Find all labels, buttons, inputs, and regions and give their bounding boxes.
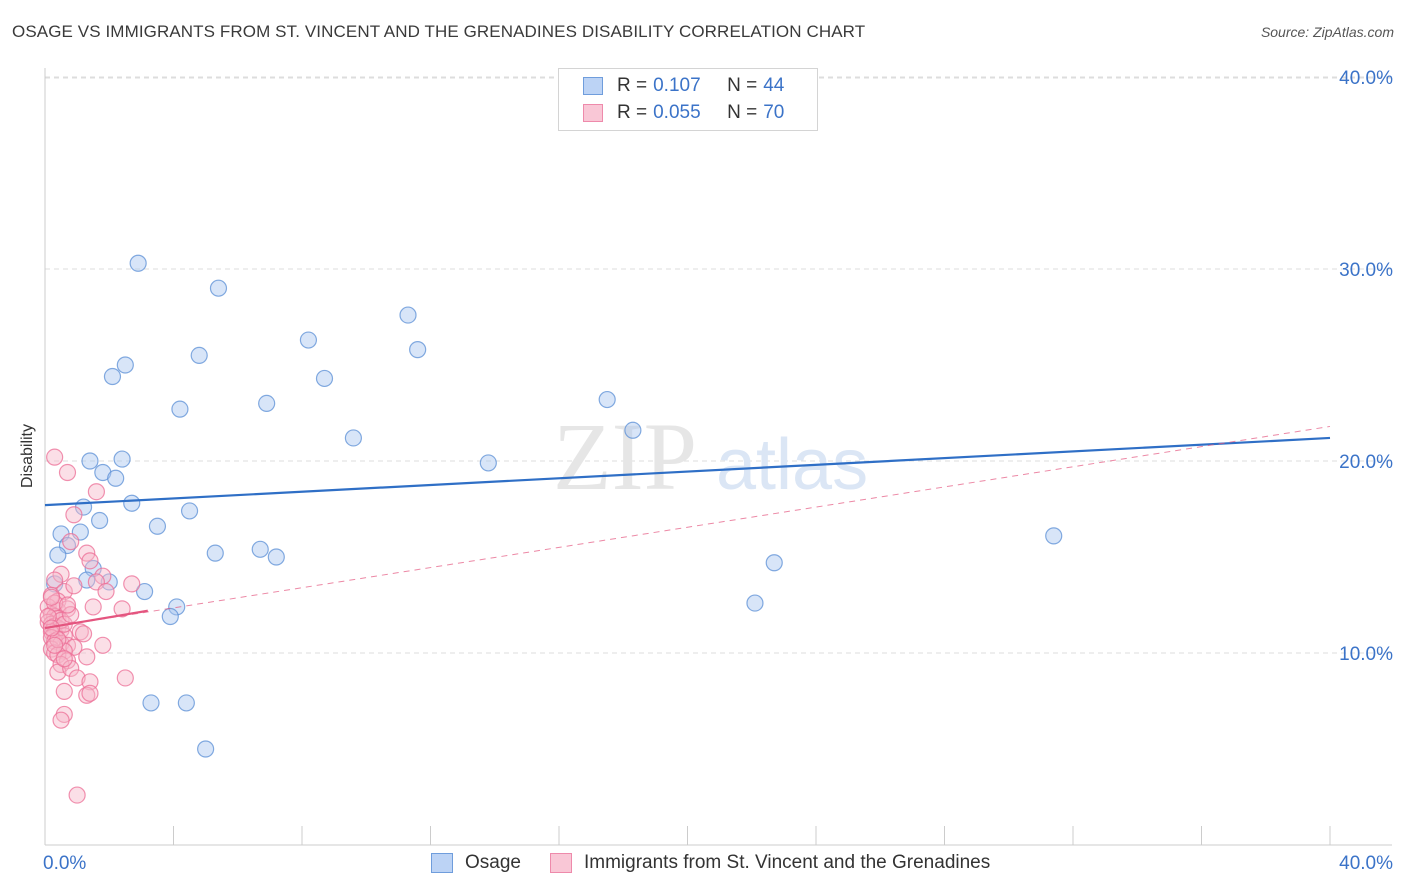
- osage-point: [124, 495, 140, 511]
- osage-point: [316, 370, 332, 386]
- osage-point: [252, 541, 268, 557]
- legend-item-svg: Immigrants from St. Vincent and the Gren…: [550, 852, 990, 874]
- osage-point: [345, 430, 361, 446]
- legend-r-value: 0.107: [653, 75, 723, 97]
- osage-point: [82, 453, 98, 469]
- svg-point: [63, 534, 79, 550]
- y-tick-label: 20.0%: [1339, 452, 1393, 473]
- osage-point: [599, 392, 615, 408]
- svg-point: [82, 553, 98, 569]
- legend-swatch-osage: [583, 77, 603, 95]
- osage-point: [149, 518, 165, 534]
- osage-point: [191, 347, 207, 363]
- svg-point: [117, 670, 133, 686]
- osage-point: [410, 342, 426, 358]
- osage-point: [108, 470, 124, 486]
- legend-row-osage: R = 0.107 N = 44: [583, 73, 784, 99]
- osage-point: [766, 555, 782, 571]
- osage-point: [207, 545, 223, 561]
- osage-point: [130, 255, 146, 271]
- svg-point: [82, 685, 98, 701]
- osage-point: [162, 609, 178, 625]
- svg-point: [76, 626, 92, 642]
- points-layer: [40, 255, 1062, 803]
- osage-point: [480, 455, 496, 471]
- osage-point: [178, 695, 194, 711]
- svg-point: [85, 599, 101, 615]
- legend-label-svg: Immigrants from St. Vincent and the Gren…: [584, 852, 990, 874]
- legend-label-osage: Osage: [465, 852, 521, 874]
- legend-r-value: 0.055: [653, 102, 723, 124]
- svg-point: [56, 683, 72, 699]
- svg-point: [79, 649, 95, 665]
- legend-n-value: 44: [763, 75, 784, 97]
- svg-point: [88, 484, 104, 500]
- y-tick-label: 30.0%: [1339, 260, 1393, 281]
- osage-point: [182, 503, 198, 519]
- legend-n-value: 70: [763, 102, 784, 124]
- osage-point: [198, 741, 214, 757]
- svg-point: [95, 637, 111, 653]
- legend-top: R = 0.107 N = 44 R = 0.055 N = 70: [558, 68, 818, 131]
- svg-point: [59, 465, 75, 481]
- y-tick-label: 40.0%: [1339, 68, 1393, 89]
- svg-point: [66, 578, 82, 594]
- osage-point: [300, 332, 316, 348]
- osage-point: [259, 395, 275, 411]
- legend-r-label: R =: [617, 102, 647, 124]
- svg-point: [69, 787, 85, 803]
- svg-point: [47, 637, 63, 653]
- svg-point: [124, 576, 140, 592]
- osage-point: [268, 549, 284, 565]
- svg-point: [66, 507, 82, 523]
- y-tick-label: 10.0%: [1339, 644, 1393, 665]
- osage-point: [210, 280, 226, 296]
- watermark-zip: ZIP: [553, 403, 697, 510]
- legend-bottom: Osage Immigrants from St. Vincent and th…: [0, 852, 1406, 878]
- scatter-chart: ZIP atlas 10.0%20.0%30.0%40.0%0.0%40.0%: [0, 0, 1406, 892]
- legend-row-svg: R = 0.055 N = 70: [583, 100, 784, 126]
- osage-point: [400, 307, 416, 323]
- svg-point: [47, 449, 63, 465]
- osage-point: [114, 451, 130, 467]
- svg-point: [56, 651, 72, 667]
- legend-n-label: N =: [727, 75, 757, 97]
- osage-point: [117, 357, 133, 373]
- svg-point: [43, 589, 59, 605]
- watermark: ZIP atlas: [553, 403, 868, 510]
- osage-point: [625, 422, 641, 438]
- osage-point: [747, 595, 763, 611]
- legend-swatch-svg: [550, 853, 572, 873]
- osage-point: [1046, 528, 1062, 544]
- svg-point: [98, 584, 114, 600]
- legend-n-label: N =: [727, 102, 757, 124]
- legend-item-osage: Osage: [431, 852, 521, 874]
- legend-swatch-svg: [583, 104, 603, 122]
- osage-point: [172, 401, 188, 417]
- osage-point: [92, 513, 108, 529]
- legend-r-label: R =: [617, 75, 647, 97]
- grid-layer: [45, 77, 1392, 653]
- legend-swatch-osage: [431, 853, 453, 873]
- osage-point: [143, 695, 159, 711]
- osage-point: [104, 369, 120, 385]
- svg-point: [53, 712, 69, 728]
- svg-point: [59, 597, 75, 613]
- osage-point: [50, 547, 66, 563]
